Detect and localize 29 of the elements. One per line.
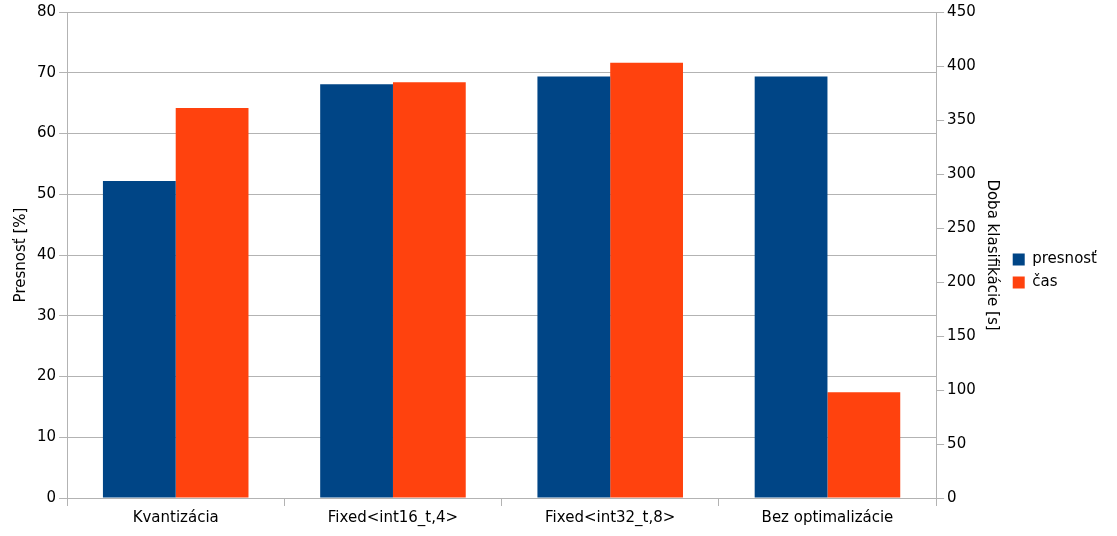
- y2-tick-label: 0: [947, 487, 957, 506]
- x-tick-label: Kvantizácia: [132, 507, 219, 526]
- y2-tick-label: 450: [947, 1, 976, 20]
- y-tick-label: 80: [36, 1, 57, 20]
- x-tick-label: Fixed<int16_t,4>: [327, 507, 459, 527]
- bar: [754, 76, 828, 498]
- y-tick-label: 20: [36, 366, 57, 385]
- y2-tick-label: 250: [947, 217, 976, 236]
- x-tick-label: Bez optimalizácie: [761, 507, 894, 526]
- y2-tick-label: 350: [947, 109, 976, 128]
- y2-tick-label: 100: [947, 379, 976, 398]
- y2-tick-label: 50: [947, 433, 967, 452]
- legend-label: čas: [1032, 272, 1058, 291]
- y-tick-label: 40: [36, 244, 57, 263]
- y-tick-label: 50: [36, 184, 57, 203]
- y-tick-label: 30: [36, 305, 57, 324]
- y-tick-label: 60: [36, 123, 57, 142]
- x-tick-label: Fixed<int32_t,8>: [545, 507, 676, 527]
- y-tick-label: 70: [36, 62, 57, 81]
- y2-tick-label: 300: [947, 163, 976, 182]
- y-tick-label: 0: [46, 487, 57, 506]
- y2-tick-label: 200: [947, 271, 976, 290]
- y2-tick-label: 150: [947, 325, 976, 344]
- bar: [827, 392, 901, 498]
- y-axis-title: Presnosť [%]: [10, 207, 29, 303]
- y-tick-label: 10: [36, 427, 57, 446]
- y2-tick-label: 400: [947, 55, 976, 74]
- y2-axis-title: Doba klasifikácie [s]: [983, 179, 1002, 331]
- legend-label: presnosť: [1032, 249, 1098, 268]
